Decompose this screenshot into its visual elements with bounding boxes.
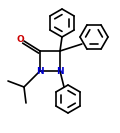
Text: N: N xyxy=(56,66,64,76)
Text: N: N xyxy=(36,66,44,76)
Text: O: O xyxy=(16,36,24,45)
